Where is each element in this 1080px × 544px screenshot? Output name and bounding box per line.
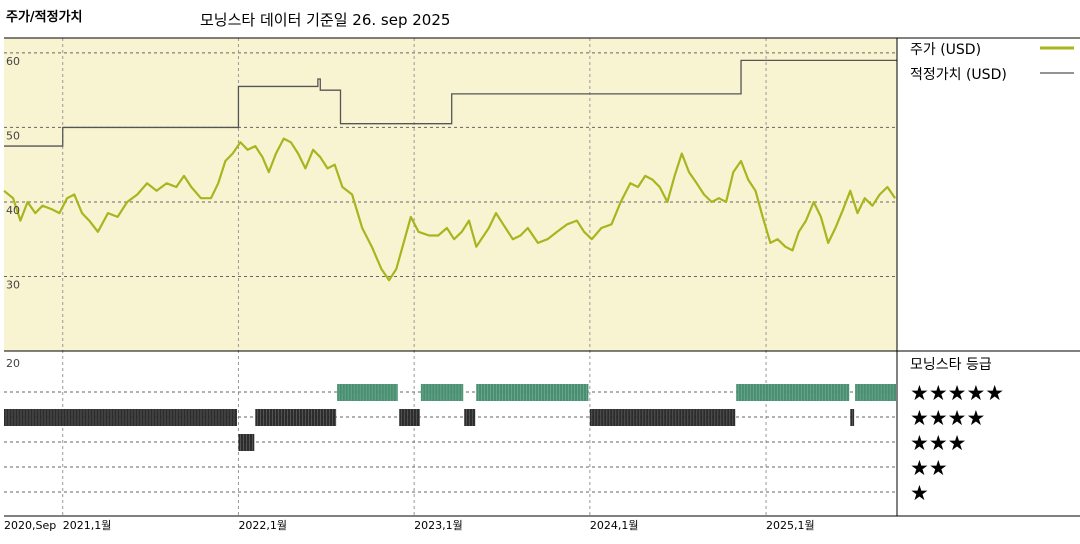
rating-segment-4 <box>399 409 420 426</box>
rating-segment-10 <box>850 409 855 426</box>
y-tick-label-60: 60 <box>6 55 20 68</box>
rating-bar-5-star <box>476 384 589 401</box>
rating-segment-0 <box>4 409 237 426</box>
rating-axis-label: 20 <box>6 357 20 370</box>
rating-bar-4-star <box>589 409 736 426</box>
x-tick-label-1: 2021,1월 <box>63 519 112 532</box>
rating-marks <box>4 384 896 451</box>
y-tick-labels: 60 50 40 30 <box>6 55 20 292</box>
legend-rating-4: ★★★★ <box>910 406 985 430</box>
rating-bar-5-star <box>736 384 850 401</box>
y-tick-label-40: 40 <box>6 204 20 217</box>
legend-rating-5: ★★★★★ <box>910 381 1004 405</box>
legend-rating-2: ★★ <box>910 456 948 480</box>
rating-segment-3 <box>337 384 398 401</box>
fair-value-line <box>4 59 897 147</box>
legend-rating-3: ★★★ <box>910 431 966 455</box>
rating-segment-1 <box>238 434 255 451</box>
price-line <box>3 137 897 282</box>
left-title: 주가/적정가치 <box>6 9 83 25</box>
x-tick-label-2: 2022,1월 <box>238 519 287 532</box>
chart-subtitle: 모닝스타 데이터 기준일 26. sep 2025 <box>200 11 450 29</box>
rating-panel-bg <box>4 351 897 516</box>
rating-segment-7 <box>476 384 589 401</box>
x-tick-label-4: 2024,1월 <box>590 519 639 532</box>
rating-bar-4-star <box>399 409 420 426</box>
legend-price-label: 주가 (USD) <box>910 42 981 58</box>
rating-bar-4-star <box>850 409 855 426</box>
rating-segment-6 <box>464 409 476 426</box>
y-tick-label-30: 30 <box>6 278 20 291</box>
legend-fair-label: 적정가치 (USD) <box>910 67 1007 83</box>
x-tick-labels: 2020,Sep 2021,1월 2022,1월 2023,1월 2024,1월 2025… <box>4 519 815 532</box>
series-layer <box>3 59 897 282</box>
rating-segment-5 <box>420 384 464 401</box>
rating-segment-8 <box>589 409 736 426</box>
rating-bar-4-star <box>255 409 337 426</box>
legend: 주가 (USD) 적정가치 (USD) 모닝스타 등급 ★★★★★ ★★★★ ★… <box>910 42 1074 505</box>
y-tick-label-50: 50 <box>6 129 20 142</box>
rating-bar-4-star <box>464 409 476 426</box>
rating-segment-9 <box>736 384 850 401</box>
x-tick-label-5: 2025,1월 <box>766 519 815 532</box>
x-tick-label-3: 2023,1월 <box>414 519 463 532</box>
rating-bar-5-star <box>855 384 896 401</box>
gridlines <box>4 38 897 516</box>
price-panel-bg <box>4 38 897 351</box>
rating-bar-3-star <box>238 434 255 451</box>
rating-bar-5-star <box>420 384 464 401</box>
rating-segment-2 <box>255 409 337 426</box>
legend-rating-title: 모닝스타 등급 <box>910 357 992 373</box>
rating-bar-4-star <box>4 409 237 426</box>
rating-bar-5-star <box>337 384 398 401</box>
x-tick-label-0: 2020,Sep <box>4 519 56 532</box>
legend-rating-1: ★ <box>910 481 929 505</box>
rating-segment-11 <box>855 384 896 401</box>
